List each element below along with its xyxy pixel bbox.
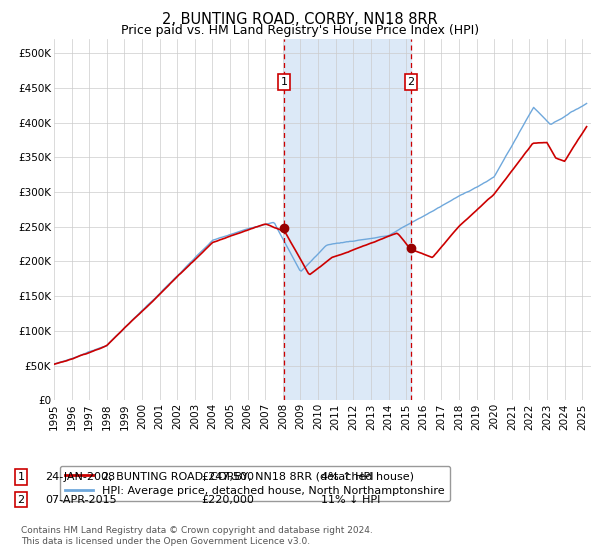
Text: 2, BUNTING ROAD, CORBY, NN18 8RR: 2, BUNTING ROAD, CORBY, NN18 8RR <box>162 12 438 27</box>
Text: 07-APR-2015: 07-APR-2015 <box>45 494 116 505</box>
Text: Price paid vs. HM Land Registry's House Price Index (HPI): Price paid vs. HM Land Registry's House … <box>121 24 479 37</box>
Text: Contains HM Land Registry data © Crown copyright and database right 2024.
This d: Contains HM Land Registry data © Crown c… <box>21 526 373 546</box>
Legend: 2, BUNTING ROAD, CORBY, NN18 8RR (detached house), HPI: Average price, detached : 2, BUNTING ROAD, CORBY, NN18 8RR (detach… <box>59 465 450 501</box>
Text: 1: 1 <box>281 77 287 87</box>
Text: £220,000: £220,000 <box>201 494 254 505</box>
Text: 4% ↑ HPI: 4% ↑ HPI <box>321 472 373 482</box>
Text: 2: 2 <box>407 77 415 87</box>
Text: £247,500: £247,500 <box>201 472 254 482</box>
Text: 1: 1 <box>17 472 25 482</box>
Text: 24-JAN-2008: 24-JAN-2008 <box>45 472 115 482</box>
Text: 11% ↓ HPI: 11% ↓ HPI <box>321 494 380 505</box>
Text: 2: 2 <box>17 494 25 505</box>
Bar <box>284 39 411 400</box>
